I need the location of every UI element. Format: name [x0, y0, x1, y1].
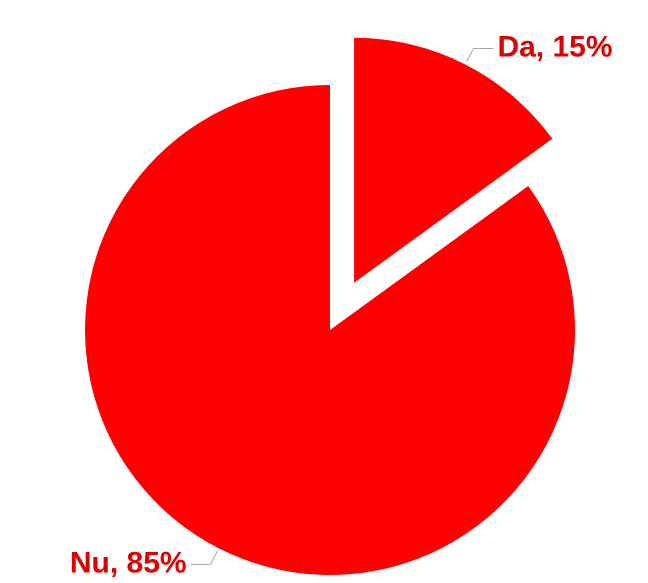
data-label: Nu, 85% — [70, 546, 187, 579]
pie-slice — [84, 85, 576, 575]
data-label: Da, 15% — [497, 30, 612, 63]
leader-line — [190, 550, 218, 565]
pie-slice — [354, 37, 553, 283]
leader-line — [466, 47, 494, 63]
